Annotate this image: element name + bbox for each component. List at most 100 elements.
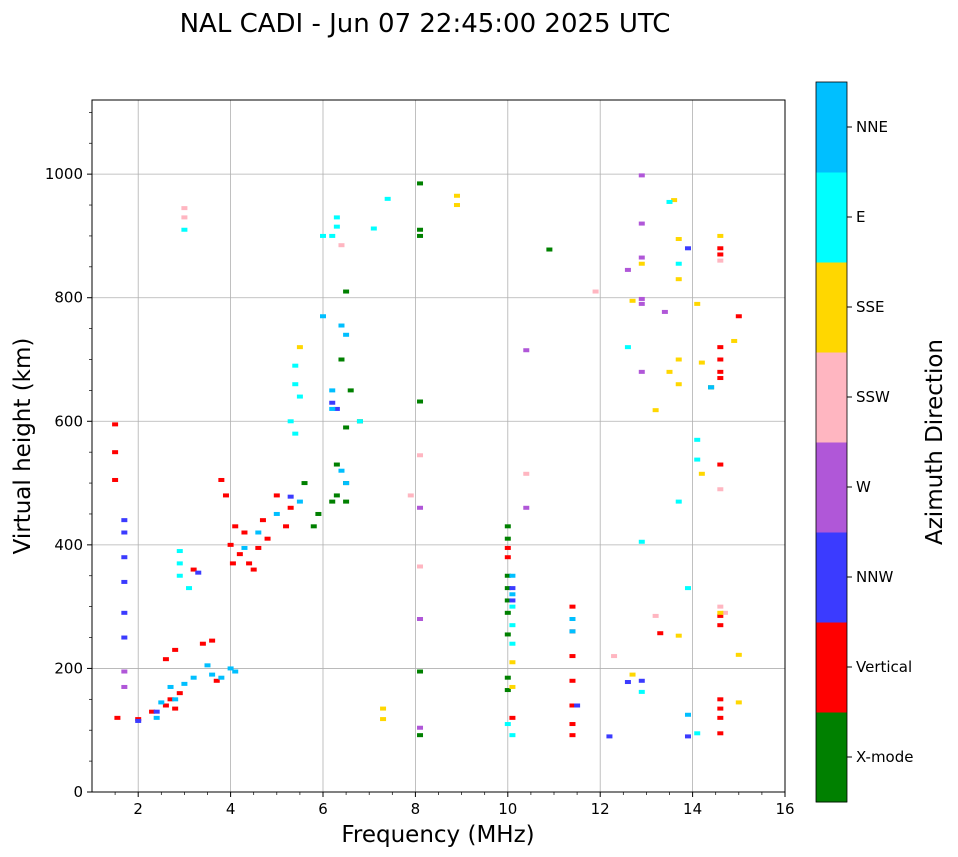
data-point-vertical [172, 647, 179, 652]
data-point-x-mode [333, 493, 340, 498]
data-point-e [638, 539, 645, 544]
data-point-sse [671, 198, 678, 203]
data-point-x-mode [343, 425, 350, 430]
data-point-vertical [255, 545, 262, 550]
data-point-vertical [717, 697, 724, 702]
x-tick-label: 2 [133, 800, 143, 818]
data-point-sse [735, 652, 742, 657]
data-point-nne [181, 681, 188, 686]
data-point-vertical [162, 657, 169, 662]
data-point-ssw [721, 610, 728, 615]
data-point-e [509, 641, 516, 646]
data-point-e [181, 227, 188, 232]
data-point-vertical [162, 703, 169, 708]
data-point-vertical [149, 709, 156, 714]
data-point-nnw [195, 570, 202, 575]
data-point-nne [684, 712, 691, 717]
data-point-x-mode [546, 247, 553, 252]
data-point-sse [698, 471, 705, 476]
data-point-e [694, 437, 701, 442]
data-point-nne [329, 406, 336, 411]
colorbar-tick-label: SSE [856, 298, 885, 316]
data-point-w [638, 173, 645, 178]
data-point-x-mode [417, 733, 424, 738]
data-point-e [370, 226, 377, 231]
data-point-sse [296, 345, 303, 350]
data-point-w [417, 505, 424, 510]
data-point-nne [204, 663, 211, 668]
colorbar-swatch [816, 622, 847, 713]
data-point-vertical [227, 542, 234, 547]
colorbar-tick-label: W [856, 478, 871, 496]
data-point-ssw [417, 564, 424, 569]
data-point-e [186, 586, 193, 591]
data-point-x-mode [343, 499, 350, 504]
data-point-ssw [592, 289, 599, 294]
data-point-e [292, 382, 299, 387]
data-point-e [624, 345, 631, 350]
data-point-e [287, 419, 294, 424]
chart-title: NAL CADI - Jun 07 22:45:00 2025 UTC [180, 9, 671, 39]
data-point-sse [666, 369, 673, 374]
data-point-vertical [509, 715, 516, 720]
x-axis: 2 4 6 8 10 12 14 16 [114, 792, 795, 818]
data-point-ssw [652, 613, 659, 618]
data-point-nnw [509, 586, 516, 591]
data-point-e [176, 561, 183, 566]
data-point-nne [227, 666, 234, 671]
data-point-vertical [717, 462, 724, 467]
y-axis: 0 200 400 600 800 1000 [45, 112, 92, 801]
data-point-nnw [329, 400, 336, 405]
data-point-vertical [717, 357, 724, 362]
data-point-e [333, 224, 340, 229]
y-tick-label: 0 [73, 783, 83, 801]
data-point-nnw [684, 734, 691, 739]
x-tick-label: 14 [683, 800, 702, 818]
y-tick-label: 1000 [45, 165, 83, 183]
data-point-vertical [190, 567, 197, 572]
data-point-vertical [264, 536, 271, 541]
data-point-e [292, 363, 299, 368]
data-point-sse [694, 301, 701, 306]
colorbar-tick-label: NNE [856, 118, 888, 136]
data-point-vertical [218, 477, 225, 482]
data-point-vertical [229, 561, 236, 566]
data-point-e [666, 199, 673, 204]
data-point-x-mode [504, 610, 511, 615]
data-point-sse [731, 338, 738, 343]
colorbar-tick-label: X-mode [856, 748, 913, 766]
data-point-nne [708, 385, 715, 390]
data-point-w [638, 369, 645, 374]
data-point-x-mode [417, 669, 424, 674]
data-point-e [356, 419, 363, 424]
data-point-x-mode [333, 462, 340, 467]
data-point-nne [343, 481, 350, 486]
data-point-e [684, 586, 691, 591]
data-point-x-mode [504, 632, 511, 637]
data-point-nnw [684, 246, 691, 251]
plot-frame [91, 99, 786, 793]
data-point-vertical [717, 345, 724, 350]
data-point-x-mode [504, 586, 511, 591]
data-point-nne [509, 573, 516, 578]
data-point-vertical [735, 314, 742, 319]
x-axis-label: Frequency (MHz) [341, 822, 534, 848]
data-point-vertical [283, 524, 290, 529]
colorbar-swatch [816, 532, 847, 623]
data-point-sse [675, 633, 682, 638]
data-point-ssw [417, 453, 424, 458]
data-point-vertical [717, 715, 724, 720]
data-point-w [638, 221, 645, 226]
data-point-sse [675, 277, 682, 282]
data-point-nne [338, 323, 345, 328]
data-point-x-mode [329, 499, 336, 504]
data-point-nnw [121, 610, 128, 615]
y-tick-label: 800 [54, 289, 83, 307]
data-point-x-mode [417, 227, 424, 232]
data-point-nnw [135, 718, 142, 723]
data-point-x-mode [504, 675, 511, 680]
data-point-w [417, 617, 424, 621]
data-point-sse [509, 684, 516, 689]
data-point-ssw [717, 258, 724, 263]
data-point-sse [380, 706, 387, 711]
